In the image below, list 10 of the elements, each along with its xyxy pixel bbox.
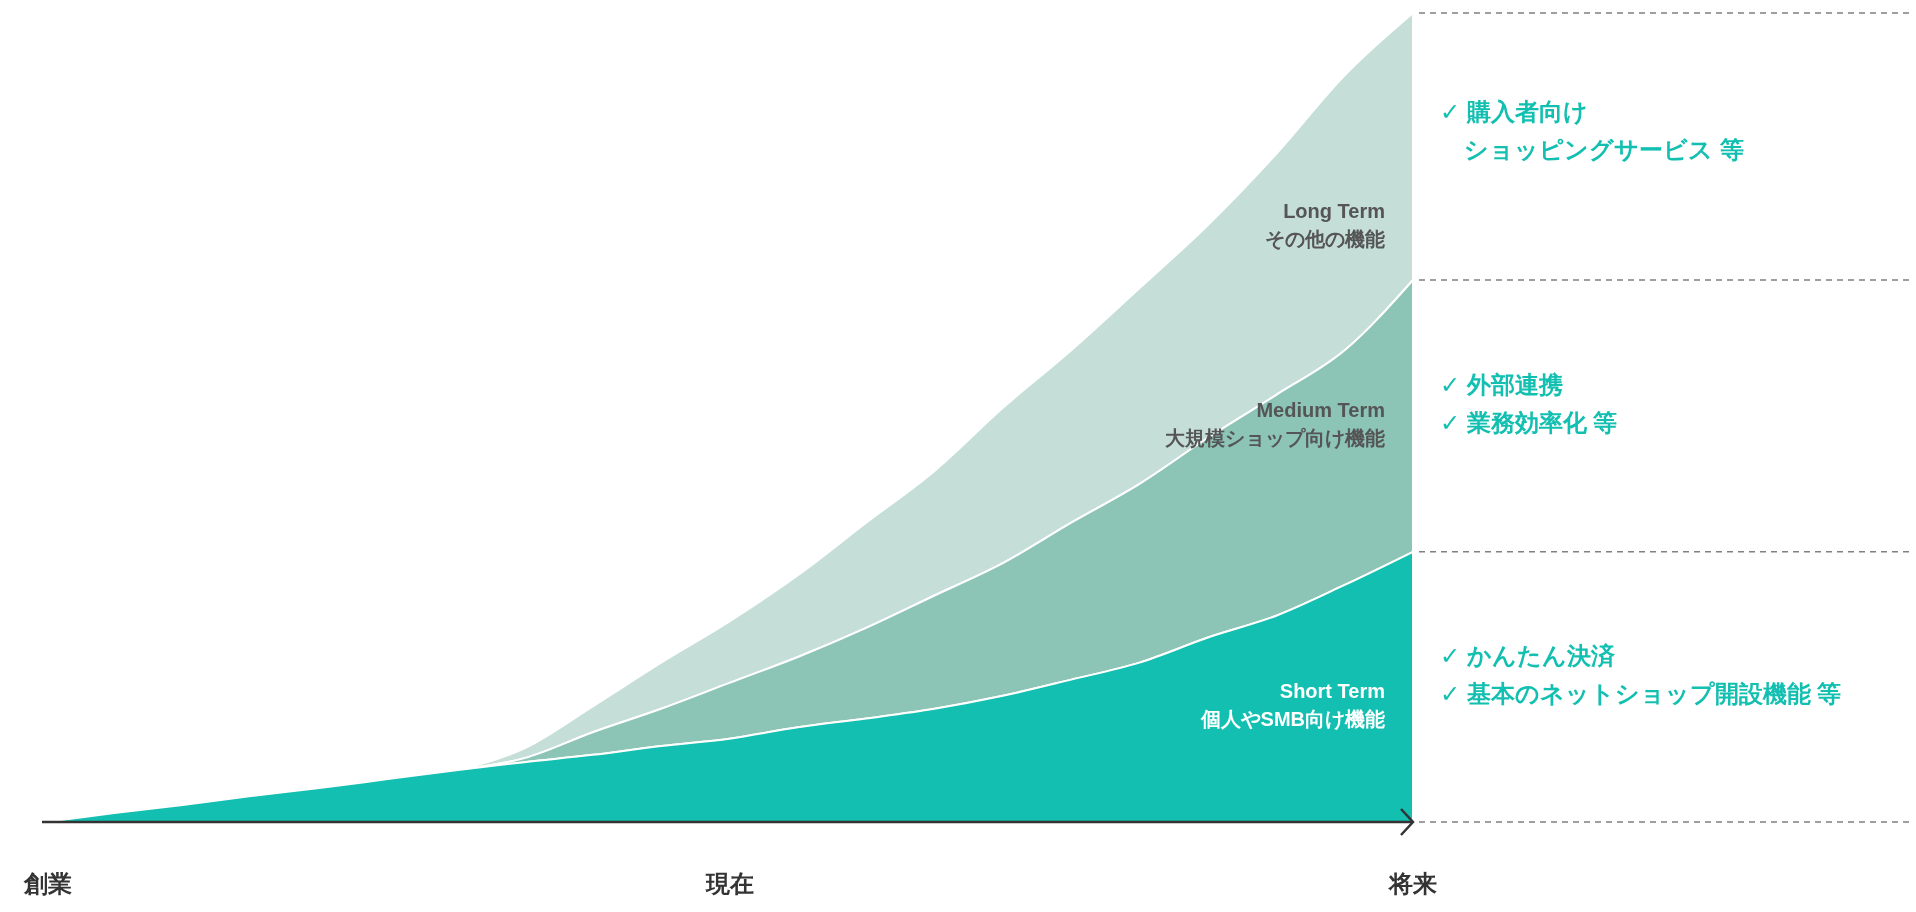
series-label: Short Term 個人やSMB向け機能 [1199, 680, 1385, 732]
x-tick-label: 創業 [23, 870, 72, 897]
text: ✓ かんたん決済 ✓ 基本のネットショップ開設機能 等 [1440, 642, 1842, 708]
series-label: Long Term その他の機能 [1265, 199, 1385, 250]
series-label: Medium Term 大規模ショップ向け機能 [1165, 399, 1385, 451]
text: ショッピングサービス 等 [1464, 136, 1744, 164]
text: ✓ 外部連携 ✓ 業務効率化 等 [1440, 371, 1618, 437]
x-tick-label: 将来 [1387, 870, 1437, 897]
x-tick-label: 現在 [704, 870, 754, 897]
text: ✓ 購入者向け [1440, 98, 1588, 126]
